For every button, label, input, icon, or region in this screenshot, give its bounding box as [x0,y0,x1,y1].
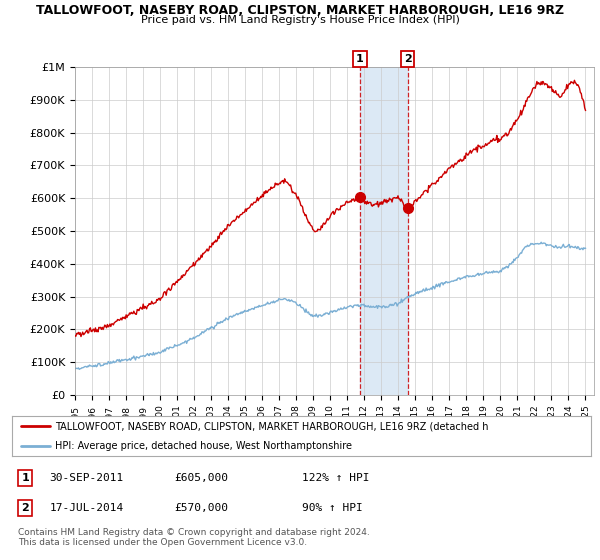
Text: TALLOWFOOT, NASEBY ROAD, CLIPSTON, MARKET HARBOROUGH, LE16 9RZ: TALLOWFOOT, NASEBY ROAD, CLIPSTON, MARKE… [36,4,564,17]
Text: HPI: Average price, detached house, West Northamptonshire: HPI: Average price, detached house, West… [55,441,352,451]
Text: Price paid vs. HM Land Registry's House Price Index (HPI): Price paid vs. HM Land Registry's House … [140,15,460,25]
Text: 2: 2 [22,503,29,513]
Text: 30-SEP-2011: 30-SEP-2011 [50,473,124,483]
Bar [360,67,407,395]
Text: TALLOWFOOT, NASEBY ROAD, CLIPSTON, MARKET HARBOROUGH, LE16 9RZ (detached h: TALLOWFOOT, NASEBY ROAD, CLIPSTON, MARKE… [55,421,489,431]
Text: 1: 1 [356,54,364,64]
Text: 90% ↑ HPI: 90% ↑ HPI [302,503,362,513]
Text: Contains HM Land Registry data © Crown copyright and database right 2024.
This d: Contains HM Land Registry data © Crown c… [18,528,370,547]
Text: 122% ↑ HPI: 122% ↑ HPI [302,473,369,483]
Text: 2: 2 [404,54,412,64]
Text: 17-JUL-2014: 17-JUL-2014 [50,503,124,513]
Text: £605,000: £605,000 [174,473,228,483]
Text: £570,000: £570,000 [174,503,228,513]
Text: 1: 1 [22,473,29,483]
